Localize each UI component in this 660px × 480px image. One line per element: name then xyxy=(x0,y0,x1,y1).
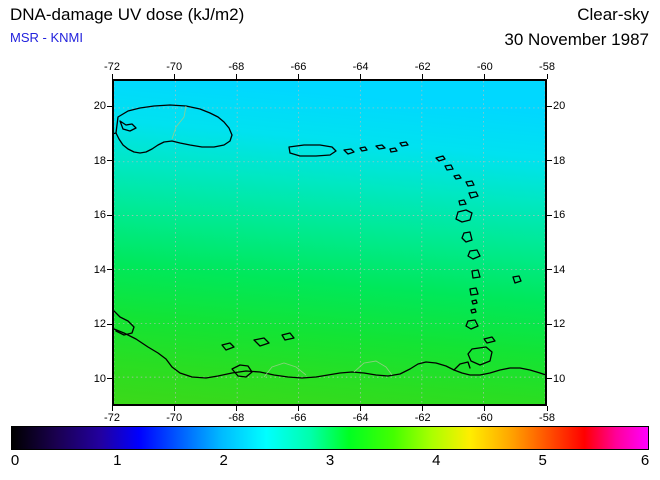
map-x-tickmark xyxy=(111,406,113,411)
map-y-tick-left: 10 xyxy=(93,372,106,385)
map-y-tickmark xyxy=(107,378,112,380)
map-x-tick-bottom: -66 xyxy=(290,412,307,424)
colorbar-tick-label: 3 xyxy=(325,452,335,469)
colorbar-tick-label: 6 xyxy=(640,452,650,469)
map-y-tick-right: 12 xyxy=(553,318,566,331)
map-y-tick-left: 18 xyxy=(93,154,106,167)
date-label: 30 November 1987 xyxy=(504,30,649,49)
map-x-tickmark xyxy=(484,406,486,411)
map-y-tick-right: 14 xyxy=(553,263,566,276)
map-frame xyxy=(112,79,547,406)
map-x-tickmark xyxy=(173,74,175,79)
colorbar-labels: 0 1 2 3 4 5 6 xyxy=(11,452,649,472)
map-x-tick-top: -58 xyxy=(539,61,555,73)
map-y-tickmark xyxy=(547,214,552,216)
map-y-tick-right: 20 xyxy=(553,100,566,113)
map-y-tick-right: 16 xyxy=(553,209,566,222)
map-x-tick-bottom: -64 xyxy=(352,412,369,424)
map-x-tickmark xyxy=(111,74,113,79)
map-x-tickmark xyxy=(484,74,486,79)
map-x-tick-bottom: -60 xyxy=(476,412,493,424)
map-x-tickmark xyxy=(173,406,175,411)
map-x-tick-top: -66 xyxy=(290,61,307,73)
map-y-tickmark xyxy=(107,323,112,325)
source-label: MSR - KNMI xyxy=(10,30,83,45)
map-y-tickmark xyxy=(107,160,112,162)
map-y-tick-right: 10 xyxy=(553,372,566,385)
map-y-tickmark xyxy=(107,105,112,107)
map-y-tick-left: 16 xyxy=(93,209,106,222)
map-x-tick-top: -60 xyxy=(476,61,493,73)
map-x-tick-top: -62 xyxy=(414,61,431,73)
map-y-tickmark xyxy=(547,323,552,325)
map-x-tick-bottom: -70 xyxy=(166,412,183,424)
map-y-tickmark xyxy=(547,269,552,271)
map-x-tickmark xyxy=(297,406,299,411)
map-x-tickmark xyxy=(360,406,362,411)
map-x-tick-bottom: -58 xyxy=(539,412,555,424)
map-x-tick-top: -68 xyxy=(228,61,245,73)
map-y-tickmark xyxy=(547,160,552,162)
map-x-tickmark xyxy=(546,406,548,411)
colorbar xyxy=(11,426,649,450)
map-plot-area: -72 -72 -70 -70 -68 -68 -66 -66 -64 -64 -62 -62 -60 -… xyxy=(94,61,566,424)
map-y-tick-right: 18 xyxy=(553,154,566,167)
map-y-tickmark xyxy=(107,269,112,271)
map-x-tick-top: -72 xyxy=(104,61,120,73)
map-x-tick-bottom: -68 xyxy=(228,412,245,424)
page-title: DNA-damage UV dose (kJ/m2) xyxy=(10,5,245,24)
map-y-tickmark xyxy=(547,378,552,380)
map-y-tick-left: 14 xyxy=(93,263,106,276)
colorbar-tick-label: 0 xyxy=(10,452,20,469)
map-x-tickmark xyxy=(360,74,362,79)
map-y-tick-left: 12 xyxy=(93,318,106,331)
map-x-tickmark xyxy=(422,74,424,79)
map-x-tickmark xyxy=(546,74,548,79)
colorbar-tick-label: 2 xyxy=(219,452,228,469)
sky-condition-label: Clear-sky xyxy=(577,5,649,24)
map-x-tick-bottom: -62 xyxy=(414,412,431,424)
map-y-tickmark xyxy=(547,105,552,107)
map-x-tick-top: -64 xyxy=(352,61,369,73)
coastline-overlay xyxy=(114,104,545,379)
map-x-tickmark xyxy=(235,74,237,79)
uv-dose-field xyxy=(114,81,545,404)
colorbar-gradient xyxy=(12,427,648,449)
map-y-tick-left: 20 xyxy=(93,100,106,113)
map-y-tickmark xyxy=(107,214,112,216)
map-x-tick-bottom: -72 xyxy=(104,412,120,424)
colorbar-tick-label: 1 xyxy=(113,452,122,469)
map-x-tickmark xyxy=(422,406,424,411)
colorbar-tick-label: 5 xyxy=(538,452,547,469)
colorbar-tick-label: 4 xyxy=(432,452,441,469)
map-gridlines xyxy=(114,81,545,404)
map-x-tick-top: -70 xyxy=(166,61,183,73)
map-x-tickmark xyxy=(297,74,299,79)
map-x-tickmark xyxy=(235,406,237,411)
